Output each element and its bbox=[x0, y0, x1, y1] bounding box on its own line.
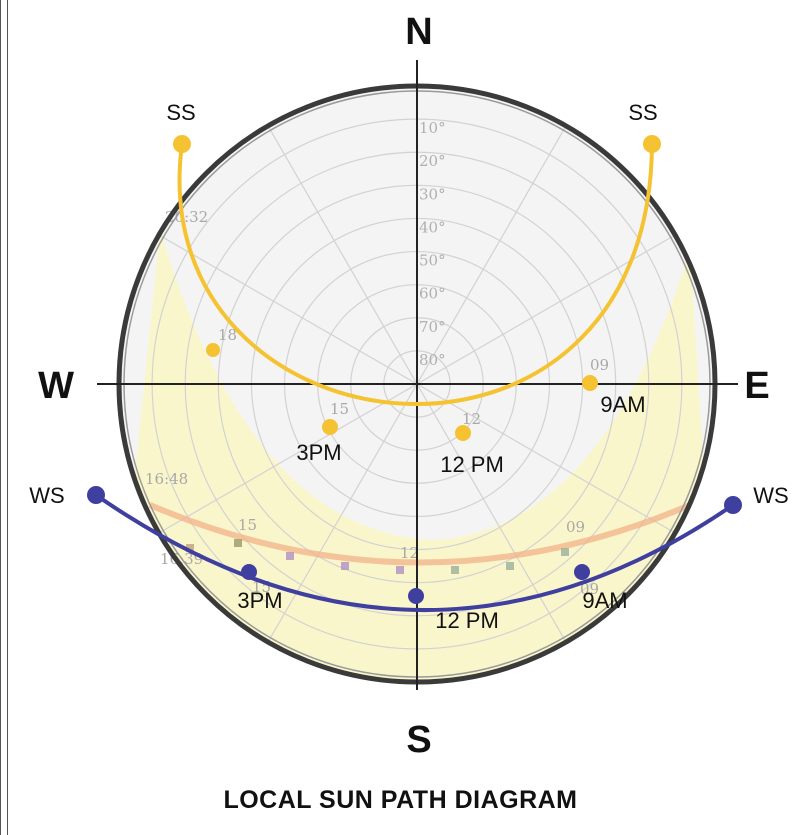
east-label: E bbox=[744, 365, 769, 407]
altitude-ring-label: 80° bbox=[419, 351, 446, 369]
bg-label-ws-sunset: 16:48 bbox=[145, 470, 188, 488]
ss-noon-label: 12 PM bbox=[440, 452, 504, 477]
altitude-ring-label: 10° bbox=[419, 119, 446, 137]
west-label: W bbox=[38, 365, 74, 407]
ws-9am-label: 9AM bbox=[582, 588, 627, 613]
left-border bbox=[0, 0, 8, 835]
ss-3pm-dot bbox=[322, 419, 338, 435]
ss-start-dot bbox=[173, 135, 191, 153]
ws-left-label: WS bbox=[29, 483, 64, 508]
bg-label-ss-12: 12 bbox=[462, 410, 481, 428]
background-marker bbox=[451, 566, 459, 574]
ss-18-dot bbox=[206, 343, 220, 357]
background-markers bbox=[186, 539, 569, 574]
ss-3pm-label: 3PM bbox=[296, 440, 341, 465]
altitude-ring-label: 40° bbox=[419, 218, 446, 236]
azimuth-line bbox=[267, 383, 418, 643]
bg-label-ws-12: 12 bbox=[400, 544, 419, 562]
background-marker bbox=[286, 552, 294, 560]
azimuth-line bbox=[416, 383, 567, 643]
ss-9am-dot bbox=[582, 375, 598, 391]
altitude-ring-label: 60° bbox=[419, 285, 446, 303]
background-marker bbox=[396, 566, 404, 574]
background-curve-orange bbox=[148, 502, 692, 566]
bg-label-ws-15: 15 bbox=[238, 516, 257, 534]
winter-solstice-path bbox=[94, 493, 735, 613]
south-label: S bbox=[406, 719, 431, 761]
ws-start-dot bbox=[87, 486, 105, 504]
north-label: N bbox=[405, 11, 432, 53]
azimuth-line bbox=[267, 125, 418, 385]
background-marker bbox=[341, 562, 349, 570]
azimuth-line bbox=[158, 383, 418, 534]
diagram-title: LOCAL SUN PATH DIAGRAM bbox=[223, 786, 578, 814]
ws-3pm-label: 3PM bbox=[237, 588, 282, 613]
ws-9am-dot bbox=[574, 564, 590, 580]
ws-noon-label: 12 PM bbox=[435, 608, 499, 633]
ws-right-label: WS bbox=[753, 483, 788, 508]
background-marker bbox=[506, 562, 514, 570]
bg-label-ss-15: 15 bbox=[330, 400, 349, 418]
ss-noon-dot bbox=[455, 425, 471, 441]
ws-noon-dot bbox=[408, 588, 424, 604]
background-marker bbox=[186, 544, 194, 552]
bg-label-ss-18: 18 bbox=[218, 326, 237, 344]
bg-label-ws2-09: 09 bbox=[580, 580, 599, 598]
ws-3pm-dot bbox=[241, 564, 257, 580]
ss-end-dot bbox=[643, 135, 661, 153]
bg-label-ws-09: 09 bbox=[566, 518, 585, 536]
altitude-ring-label: 20° bbox=[419, 152, 446, 170]
azimuth-line bbox=[416, 383, 676, 534]
ss-right-label: SS bbox=[628, 100, 657, 125]
azimuth-line bbox=[416, 125, 567, 385]
background-marker bbox=[561, 548, 569, 556]
azimuth-line bbox=[158, 234, 418, 385]
background-marker bbox=[234, 539, 242, 547]
sun-path-diagram: 20:32 18 15 12 09 16:48 15 12 09 16:39 1… bbox=[29, 11, 788, 761]
ws-end-dot bbox=[724, 496, 742, 514]
altitude-ring-label: 50° bbox=[419, 252, 446, 270]
ss-left-label: SS bbox=[166, 100, 195, 125]
summer-solstice-path bbox=[177, 143, 654, 406]
altitude-ring-label: 30° bbox=[419, 185, 446, 203]
daylight-region bbox=[119, 230, 715, 682]
bg-label-ss-09: 09 bbox=[590, 356, 609, 374]
ss-9am-label: 9AM bbox=[600, 392, 645, 417]
altitude-ring-labels: 10° 20° 30° 40° 50° 60° 70° 80° bbox=[419, 119, 446, 369]
altitude-ring-label: 70° bbox=[419, 318, 446, 336]
